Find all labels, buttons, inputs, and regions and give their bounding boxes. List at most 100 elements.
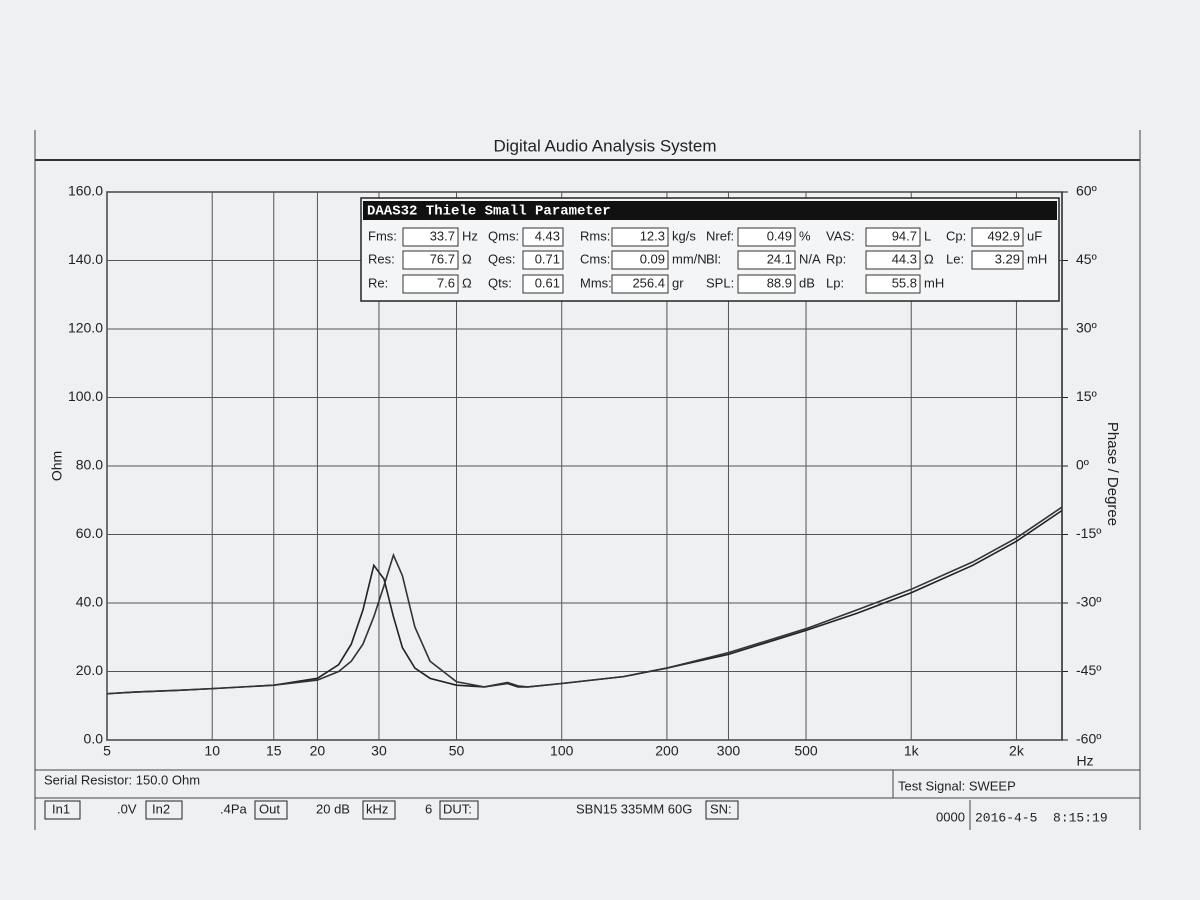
param-label: Mms: <box>580 275 612 290</box>
param-label: Cms: <box>580 251 610 266</box>
param-unit: dB <box>799 275 815 290</box>
y2-tick-label: 45º <box>1076 251 1097 267</box>
param-label: Bl: <box>706 251 721 266</box>
x-axis-label: Hz <box>1076 753 1093 769</box>
param-value-box <box>611 227 669 247</box>
param-label: VAS: <box>826 228 855 243</box>
y2-tick-label: -45º <box>1076 662 1101 678</box>
param-unit: Ω <box>462 251 472 266</box>
param-value-box <box>971 250 1024 270</box>
param-value: 0.61 <box>535 275 560 290</box>
sn: SN: <box>710 801 732 816</box>
y2-tick-label: -30º <box>1076 594 1101 610</box>
param-unit: mm/N <box>672 251 707 266</box>
param-value: 256.4 <box>632 275 665 290</box>
y2-tick-label: 30º <box>1076 320 1097 336</box>
button-box <box>362 800 396 820</box>
param-value-box <box>611 274 669 294</box>
param-unit: N/A <box>799 251 821 266</box>
y-tick-label: 120.0 <box>68 320 103 336</box>
button-box <box>705 800 739 820</box>
param-value: 492.9 <box>987 228 1020 243</box>
param-label: Le: <box>946 251 964 266</box>
param-value: 0.09 <box>640 251 665 266</box>
param-value-box <box>971 227 1024 247</box>
x-tick-label: 200 <box>655 743 679 759</box>
param-value: 76.7 <box>430 251 455 266</box>
param-value-box <box>522 227 564 247</box>
param-label: Qms: <box>488 228 519 243</box>
param-label: Nref: <box>706 228 734 243</box>
y2-tick-label: 15º <box>1076 388 1097 404</box>
param-value-box <box>522 250 564 270</box>
param-value-box <box>611 250 669 270</box>
param-label: SPL: <box>706 275 734 290</box>
y-tick-label: 20.0 <box>76 662 103 678</box>
x-tick-label: 1k <box>904 743 920 759</box>
param-unit: L <box>924 228 931 243</box>
param-value: 4.43 <box>535 228 560 243</box>
x-tick-label: 2k <box>1009 743 1025 759</box>
param-unit: gr <box>672 275 684 290</box>
out-value: 20 dB <box>316 801 350 816</box>
param-value: 44.3 <box>892 251 917 266</box>
param-unit: kg/s <box>672 228 696 243</box>
param-value-box <box>865 250 921 270</box>
y-tick-label: 80.0 <box>76 457 103 473</box>
param-value: 3.29 <box>995 251 1020 266</box>
in2-value: .4Pa <box>220 801 248 816</box>
button-box <box>145 800 183 820</box>
param-value-box <box>865 227 921 247</box>
y2-tick-label: 60º <box>1076 183 1097 199</box>
param-label: Cp: <box>946 228 966 243</box>
y-tick-label: 140.0 <box>68 251 103 267</box>
param-value: 7.6 <box>437 275 455 290</box>
y-tick-label: 60.0 <box>76 525 103 541</box>
chart-title: Digital Audio Analysis System <box>494 136 717 155</box>
param-label: Rp: <box>826 251 846 266</box>
param-unit: mH <box>1027 251 1047 266</box>
y-tick-label: 0.0 <box>84 731 104 747</box>
y-tick-label: 160.0 <box>68 183 103 199</box>
param-value: 24.1 <box>767 251 792 266</box>
x-tick-label: 30 <box>371 743 387 759</box>
param-value: 0.49 <box>767 228 792 243</box>
param-value: 88.9 <box>767 275 792 290</box>
param-value-box <box>402 274 459 294</box>
impedance-line <box>106 506 1063 695</box>
param-unit: Hz <box>462 228 478 243</box>
y2-axis-label: Phase / Degree <box>1104 422 1121 526</box>
khz-value: 6 <box>425 801 432 816</box>
param-unit: Ω <box>462 275 472 290</box>
param-value: 33.7 <box>430 228 455 243</box>
param-value-box <box>737 227 796 247</box>
button-box <box>254 800 288 820</box>
timestamp: 2016-4-5 8:15:19 <box>975 810 1108 825</box>
khz: kHz <box>366 801 388 816</box>
counter: 0000 <box>936 809 965 824</box>
x-tick-label: 50 <box>449 743 465 759</box>
x-tick-label: 10 <box>204 743 220 759</box>
param-value-box <box>522 274 564 294</box>
impedance-line <box>106 509 1063 695</box>
y2-tick-label: -60º <box>1076 731 1101 747</box>
y-axis-label: Ohm <box>49 451 65 481</box>
param-value: 0.71 <box>535 251 560 266</box>
button-box <box>44 800 81 820</box>
in1: In1 <box>52 801 70 816</box>
x-tick-label: 20 <box>310 743 326 759</box>
x-tick-label: 500 <box>794 743 818 759</box>
param-unit: % <box>799 228 811 243</box>
test-signal: Test Signal: SWEEP <box>898 778 1016 793</box>
param-value-box <box>737 250 796 270</box>
param-label: Fms: <box>368 228 397 243</box>
param-value: 94.7 <box>892 228 917 243</box>
button-box <box>439 800 479 820</box>
param-label: Lp: <box>826 275 844 290</box>
param-label: Re: <box>368 275 388 290</box>
x-tick-label: 300 <box>717 743 741 759</box>
serial-resistor: Serial Resistor: 150.0 Ohm <box>44 772 200 787</box>
y2-tick-label: 0º <box>1076 457 1089 473</box>
